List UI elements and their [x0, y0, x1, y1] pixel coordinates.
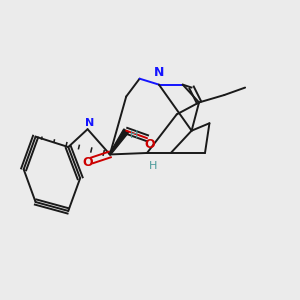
Text: H: H: [149, 161, 157, 171]
Text: O: O: [83, 156, 94, 169]
Text: N: N: [154, 66, 164, 79]
Text: N: N: [85, 118, 94, 128]
Polygon shape: [109, 129, 129, 155]
Text: H: H: [130, 130, 139, 140]
Text: O: O: [145, 138, 155, 151]
